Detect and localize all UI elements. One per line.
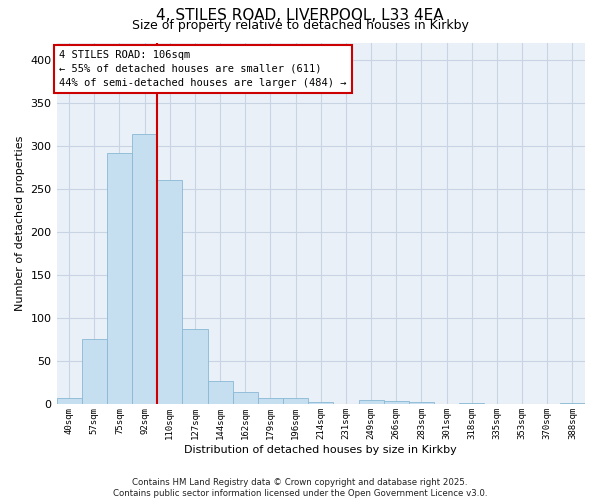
- Bar: [56, 398, 82, 404]
- Text: 4, STILES ROAD, LIVERPOOL, L33 4EA: 4, STILES ROAD, LIVERPOOL, L33 4EA: [156, 8, 444, 22]
- Bar: [107, 153, 132, 405]
- Bar: [182, 330, 208, 404]
- Bar: [82, 339, 107, 404]
- Bar: [283, 398, 308, 404]
- Bar: [383, 401, 409, 404]
- Text: Contains HM Land Registry data © Crown copyright and database right 2025.
Contai: Contains HM Land Registry data © Crown c…: [113, 478, 487, 498]
- Bar: [157, 180, 182, 404]
- Bar: [459, 402, 484, 404]
- Bar: [409, 402, 434, 404]
- Bar: [233, 392, 258, 404]
- Bar: [132, 134, 157, 404]
- Bar: [208, 381, 233, 404]
- Bar: [308, 402, 334, 404]
- Text: 4 STILES ROAD: 106sqm
← 55% of detached houses are smaller (611)
44% of semi-det: 4 STILES ROAD: 106sqm ← 55% of detached …: [59, 50, 347, 88]
- Bar: [359, 400, 383, 404]
- X-axis label: Distribution of detached houses by size in Kirkby: Distribution of detached houses by size …: [184, 445, 457, 455]
- Bar: [258, 398, 283, 404]
- Bar: [560, 402, 585, 404]
- Y-axis label: Number of detached properties: Number of detached properties: [15, 136, 25, 311]
- Text: Size of property relative to detached houses in Kirkby: Size of property relative to detached ho…: [131, 19, 469, 32]
